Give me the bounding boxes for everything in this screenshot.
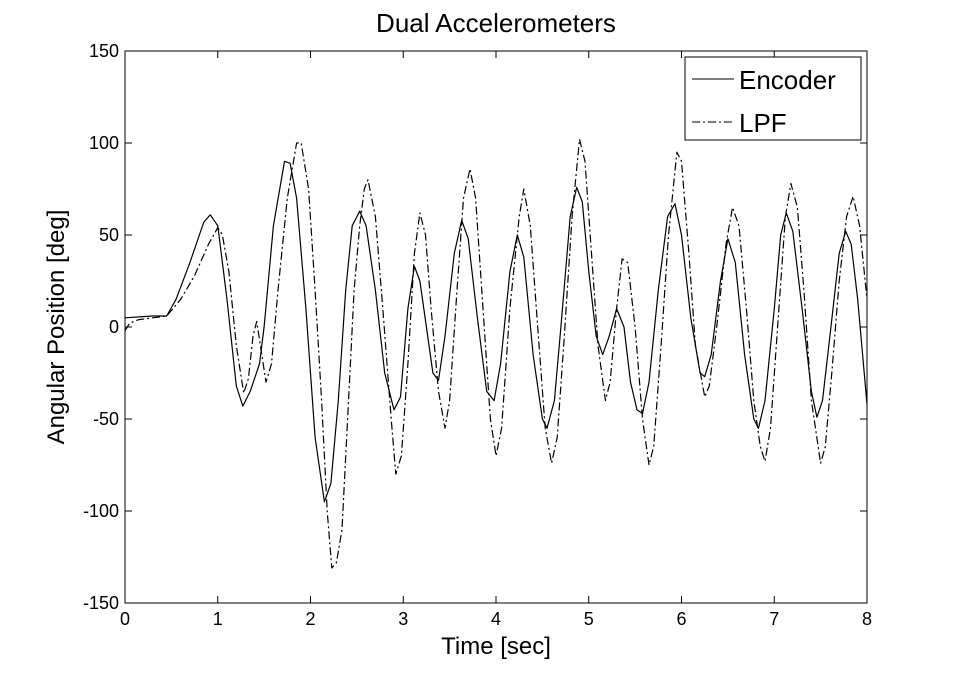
plot-area	[124, 50, 868, 604]
x-tick-label: 7	[769, 609, 779, 629]
y-axis-label: Angular Position [deg]	[43, 210, 70, 445]
x-tick-label: 5	[584, 609, 594, 629]
series-layer	[124, 138, 868, 569]
x-tick-label: 2	[305, 609, 315, 629]
y-tick-label: -100	[83, 501, 119, 521]
legend-label-encoder: Encoder	[739, 65, 836, 95]
x-tick-label: 8	[862, 609, 872, 629]
y-tick-label: 50	[99, 225, 119, 245]
chart-title: Dual Accelerometers	[376, 8, 616, 38]
legend-label-lpf: LPF	[739, 108, 787, 138]
y-tick-label: -50	[93, 409, 119, 429]
x-tick-label: 3	[398, 609, 408, 629]
x-tick-label: 6	[676, 609, 686, 629]
x-tick-label: 4	[491, 609, 501, 629]
legend-box	[684, 56, 862, 141]
x-tick-label: 1	[213, 609, 223, 629]
y-tick-label: -150	[83, 593, 119, 613]
y-tick-label: 150	[89, 41, 119, 61]
series-line-lpf	[124, 138, 868, 569]
y-tick-label: 0	[109, 317, 119, 337]
ticks-layer: 0 1 2 3 4 5 6 7 8 150 100 50 0 -50 -100 -150	[83, 41, 872, 629]
series-line-encoder	[124, 160, 868, 503]
legend: Encoder LPF	[684, 56, 862, 141]
y-tick-label: 100	[89, 133, 119, 153]
x-tick-label: 0	[120, 609, 130, 629]
x-axis-label: Time [sec]	[441, 633, 551, 660]
